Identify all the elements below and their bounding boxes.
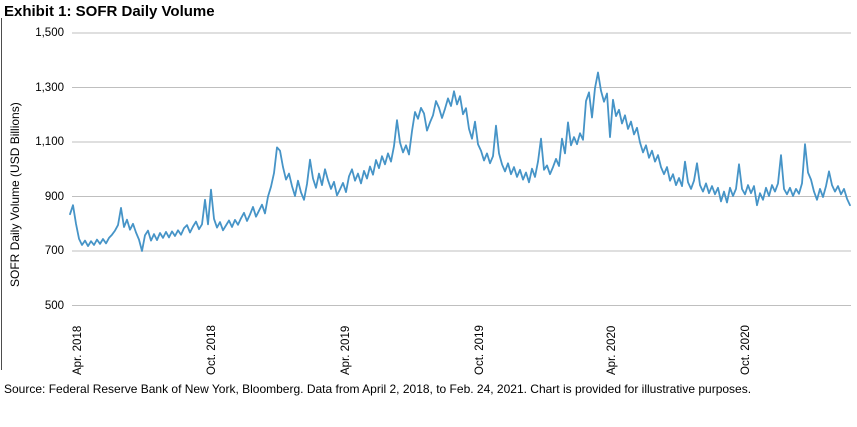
y-tick-label: 900 (44, 190, 64, 203)
sofr-volume-line (69, 71, 851, 252)
x-tick-label: Apr. 2018 (72, 325, 84, 375)
y-tick-label: 1,100 (35, 136, 64, 148)
source-note: Source: Federal Reserve Bank of New York… (4, 382, 752, 396)
x-tick-label: Oct. 2020 (740, 325, 752, 375)
x-tick-label: Oct. 2019 (474, 325, 486, 375)
y-tick-label: 1,500 (35, 27, 64, 39)
y-tick-label: 1,300 (35, 81, 64, 94)
left-border-line (1, 18, 2, 370)
x-tick-label: Apr. 2020 (606, 325, 618, 375)
y-tick-label: 700 (44, 245, 64, 257)
x-tick-label: Oct. 2018 (206, 325, 218, 375)
y-tick-label: 500 (44, 299, 64, 312)
x-tick-label: Apr. 2019 (340, 325, 352, 375)
chart-title: Exhibit 1: SOFR Daily Volume (4, 3, 215, 20)
